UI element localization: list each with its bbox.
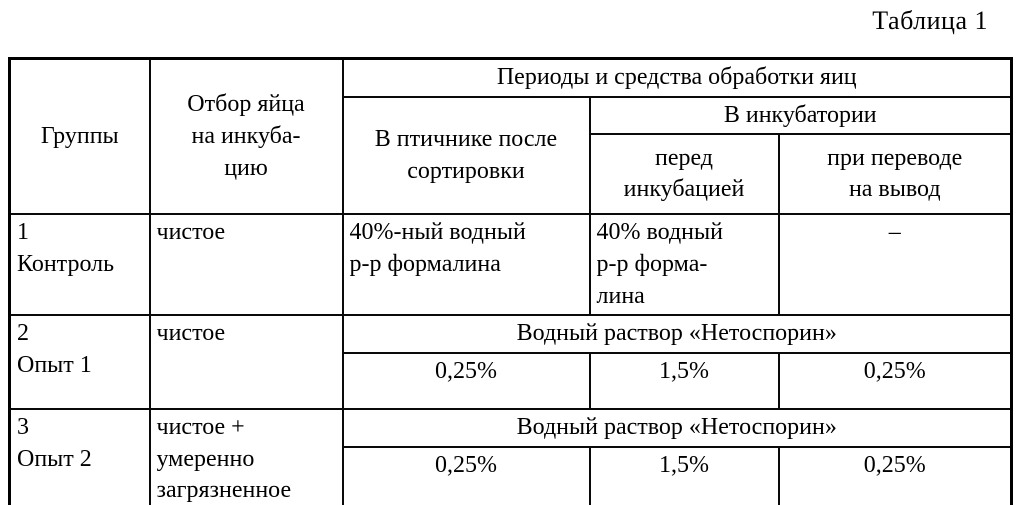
header-transfer-to-hatch: при переводе на вывод <box>777 133 1013 216</box>
row3-egg-selection-cell: чистое + умеренно загрязненное <box>148 408 344 505</box>
header-before-incubation: перед инкубацией <box>588 133 780 216</box>
row2-solution-cell: Водный раствор «Нетоспорин» <box>341 314 1013 355</box>
header-henhouse-after-sorting: В птичнике после сортировки <box>341 95 591 216</box>
row1-before-incubation-cell: 40% водный р-р форма- лина <box>588 213 780 317</box>
egg-treatment-table: Группы Отбор яйца на инкуба- цию Периоды… <box>8 57 1014 505</box>
table-caption: Таблица 1 <box>872 6 988 35</box>
row1-transfer-cell: – <box>777 213 1013 317</box>
row3-henhouse-pct-cell: 0,25% <box>341 445 591 505</box>
row3-transfer-pct-cell: 0,25% <box>777 445 1013 505</box>
header-periods-and-means: Периоды и средства обработки яиц <box>341 57 1013 98</box>
row2-transfer-pct-cell: 0,25% <box>777 352 1013 411</box>
header-groups: Группы <box>8 57 151 216</box>
row3-group-cell: 3 Опыт 2 <box>8 408 151 505</box>
row3-before-incubation-pct-cell: 1,5% <box>588 445 780 505</box>
row2-henhouse-pct-cell: 0,25% <box>341 352 591 411</box>
row3-solution-cell: Водный раствор «Нетоспорин» <box>341 408 1013 448</box>
row2-before-incubation-pct-cell: 1,5% <box>588 352 780 411</box>
row1-group-cell: 1 Контроль <box>8 213 151 317</box>
row2-egg-selection-cell: чистое <box>148 314 344 411</box>
header-in-incubatory: В инкубатории <box>588 95 1013 136</box>
header-egg-selection: Отбор яйца на инкуба- цию <box>148 57 344 216</box>
row1-egg-selection-cell: чистое <box>148 213 344 317</box>
row1-henhouse-treatment-cell: 40%-ный водный р-р формалина <box>341 213 591 317</box>
row2-group-cell: 2 Опыт 1 <box>8 314 151 411</box>
